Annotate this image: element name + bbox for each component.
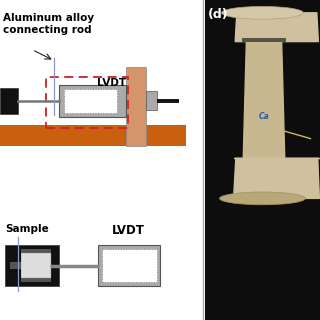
Bar bbox=[98, 245, 160, 286]
Bar bbox=[0, 125, 186, 146]
Bar bbox=[126, 67, 146, 146]
Bar bbox=[242, 38, 286, 42]
Bar bbox=[0, 88, 18, 114]
Text: Sample: Sample bbox=[5, 224, 49, 234]
Polygon shape bbox=[235, 13, 318, 42]
Bar bbox=[205, 0, 320, 320]
Bar bbox=[10, 249, 51, 282]
Ellipse shape bbox=[220, 192, 305, 205]
Bar bbox=[46, 77, 128, 128]
Text: LVDT: LVDT bbox=[97, 78, 126, 88]
Polygon shape bbox=[243, 40, 285, 160]
Polygon shape bbox=[234, 158, 319, 198]
Bar bbox=[59, 85, 126, 117]
Bar bbox=[5, 245, 59, 286]
Text: Ca: Ca bbox=[259, 112, 270, 121]
Ellipse shape bbox=[221, 6, 303, 19]
Bar bbox=[10, 269, 21, 282]
Bar bbox=[146, 91, 157, 110]
Bar bbox=[64, 89, 117, 113]
Text: (d): (d) bbox=[208, 8, 228, 21]
Bar bbox=[102, 249, 157, 282]
Text: Aluminum alloy
connecting rod: Aluminum alloy connecting rod bbox=[3, 13, 94, 35]
Bar bbox=[10, 249, 21, 262]
Bar bbox=[21, 253, 51, 278]
Text: LVDT: LVDT bbox=[112, 224, 145, 237]
